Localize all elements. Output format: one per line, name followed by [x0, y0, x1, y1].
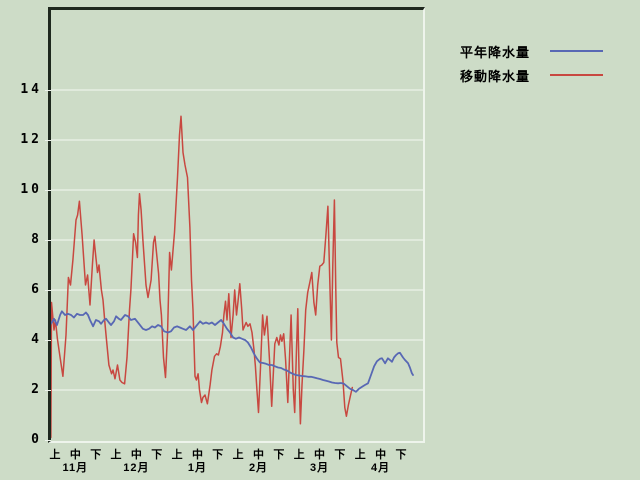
series-normal-precipitation-line — [51, 310, 414, 393]
series-moving-precipitation-line — [51, 115, 354, 439]
x-axis-period-label: 中 — [253, 449, 264, 461]
x-axis-period-label: 中 — [314, 449, 326, 461]
legend-item-moving: 移動降水量 — [460, 64, 620, 88]
x-axis-period-label: 下 — [395, 449, 407, 461]
x-axis-period-label: 上 — [293, 449, 305, 461]
y-axis-tick — [45, 290, 51, 291]
x-axis-period-label: 上 — [232, 449, 244, 461]
x-axis-period-label: 下 — [273, 449, 285, 461]
y-axis-tick — [45, 340, 51, 341]
x-axis-period-label: 上 — [49, 449, 61, 461]
y-axis-label-0: 0 — [31, 432, 42, 447]
y-axis-label-2: 2 — [31, 382, 42, 397]
x-axis-period-label: 下 — [334, 449, 346, 461]
x-axis-period-label: 中 — [69, 449, 81, 461]
y-axis-tick — [45, 140, 51, 141]
x-axis-month-label: 4月 — [371, 462, 391, 474]
legend-line-moving-icon — [550, 74, 603, 76]
plot-svg — [51, 89, 423, 439]
legend-line-normal-icon — [550, 50, 603, 52]
y-axis-label-6: 6 — [31, 282, 42, 297]
y-axis-tick — [45, 390, 51, 391]
x-axis-month-label: 3月 — [309, 462, 330, 474]
plot-area — [48, 7, 425, 443]
y-axis-label-4: 4 — [31, 332, 42, 347]
y-axis-label-12: 12 — [20, 132, 42, 147]
x-axis-month-label: 11月 — [62, 462, 89, 474]
y-axis-tick — [45, 240, 51, 241]
x-axis-month-label: 1月 — [187, 462, 207, 474]
y-axis-tick — [45, 90, 51, 91]
x-axis-period-label: 中 — [375, 449, 387, 461]
y-axis-tick — [45, 190, 51, 191]
legend-label-moving: 移動降水量 — [460, 69, 531, 84]
x-axis-period-label: 中 — [130, 449, 142, 461]
x-axis-month-label: 12月 — [123, 462, 150, 474]
y-axis-label-14: 14 — [20, 82, 42, 97]
x-axis-period-label: 中 — [191, 449, 203, 461]
legend-item-normal: 平年降水量 — [460, 40, 620, 64]
x-axis-period-label: 下 — [151, 449, 163, 461]
x-axis-period-label: 上 — [354, 449, 366, 461]
y-axis-label-8: 8 — [31, 232, 42, 247]
y-axis-label-10: 10 — [20, 182, 42, 197]
x-axis-period-label: 上 — [110, 449, 122, 461]
x-axis-period-label: 下 — [212, 449, 224, 461]
y-axis-tick — [45, 440, 51, 441]
x-axis-period-label: 下 — [90, 449, 102, 461]
legend-label-normal: 平年降水量 — [460, 45, 531, 60]
legend: 平年降水量 移動降水量 — [460, 40, 620, 88]
x-axis-month-label: 2月 — [248, 462, 269, 474]
x-axis-period-label: 上 — [171, 449, 183, 461]
